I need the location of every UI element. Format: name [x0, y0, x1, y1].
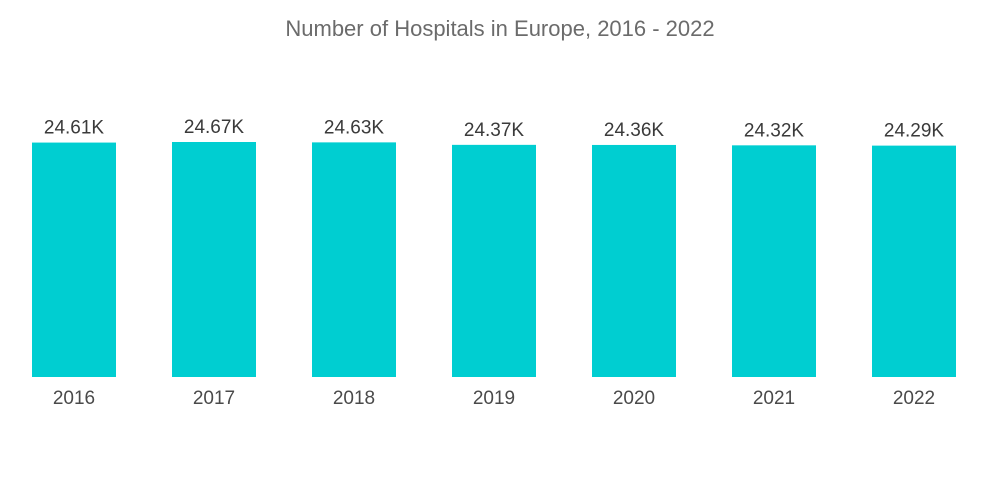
x-tick-label-2022: 2022	[893, 388, 935, 409]
bar-2019	[452, 144, 536, 377]
chart-title: Number of Hospitals in Europe, 2016 - 20…	[285, 16, 715, 41]
bar-2022	[872, 145, 956, 377]
x-tick-label-2020: 2020	[613, 388, 655, 409]
value-label-2022: 24.29K	[884, 121, 945, 142]
x-tick-label-2016: 2016	[53, 388, 95, 409]
bar-2017	[172, 142, 256, 377]
bar-2021	[732, 145, 816, 377]
value-label-2020: 24.36K	[604, 120, 665, 141]
bar-2018	[312, 142, 396, 377]
value-label-2019: 24.37K	[464, 120, 525, 141]
bar-2020	[592, 144, 676, 377]
value-label-2018: 24.63K	[324, 117, 385, 138]
value-label-2016: 24.61K	[44, 118, 105, 139]
x-tick-label-2019: 2019	[473, 388, 515, 409]
x-tick-label-2021: 2021	[753, 388, 795, 409]
value-label-2021: 24.32K	[744, 120, 805, 141]
value-label-2017: 24.67K	[184, 117, 245, 138]
bar-2016	[32, 142, 116, 377]
x-tick-label-2017: 2017	[193, 388, 235, 409]
x-tick-label-2018: 2018	[333, 388, 375, 409]
